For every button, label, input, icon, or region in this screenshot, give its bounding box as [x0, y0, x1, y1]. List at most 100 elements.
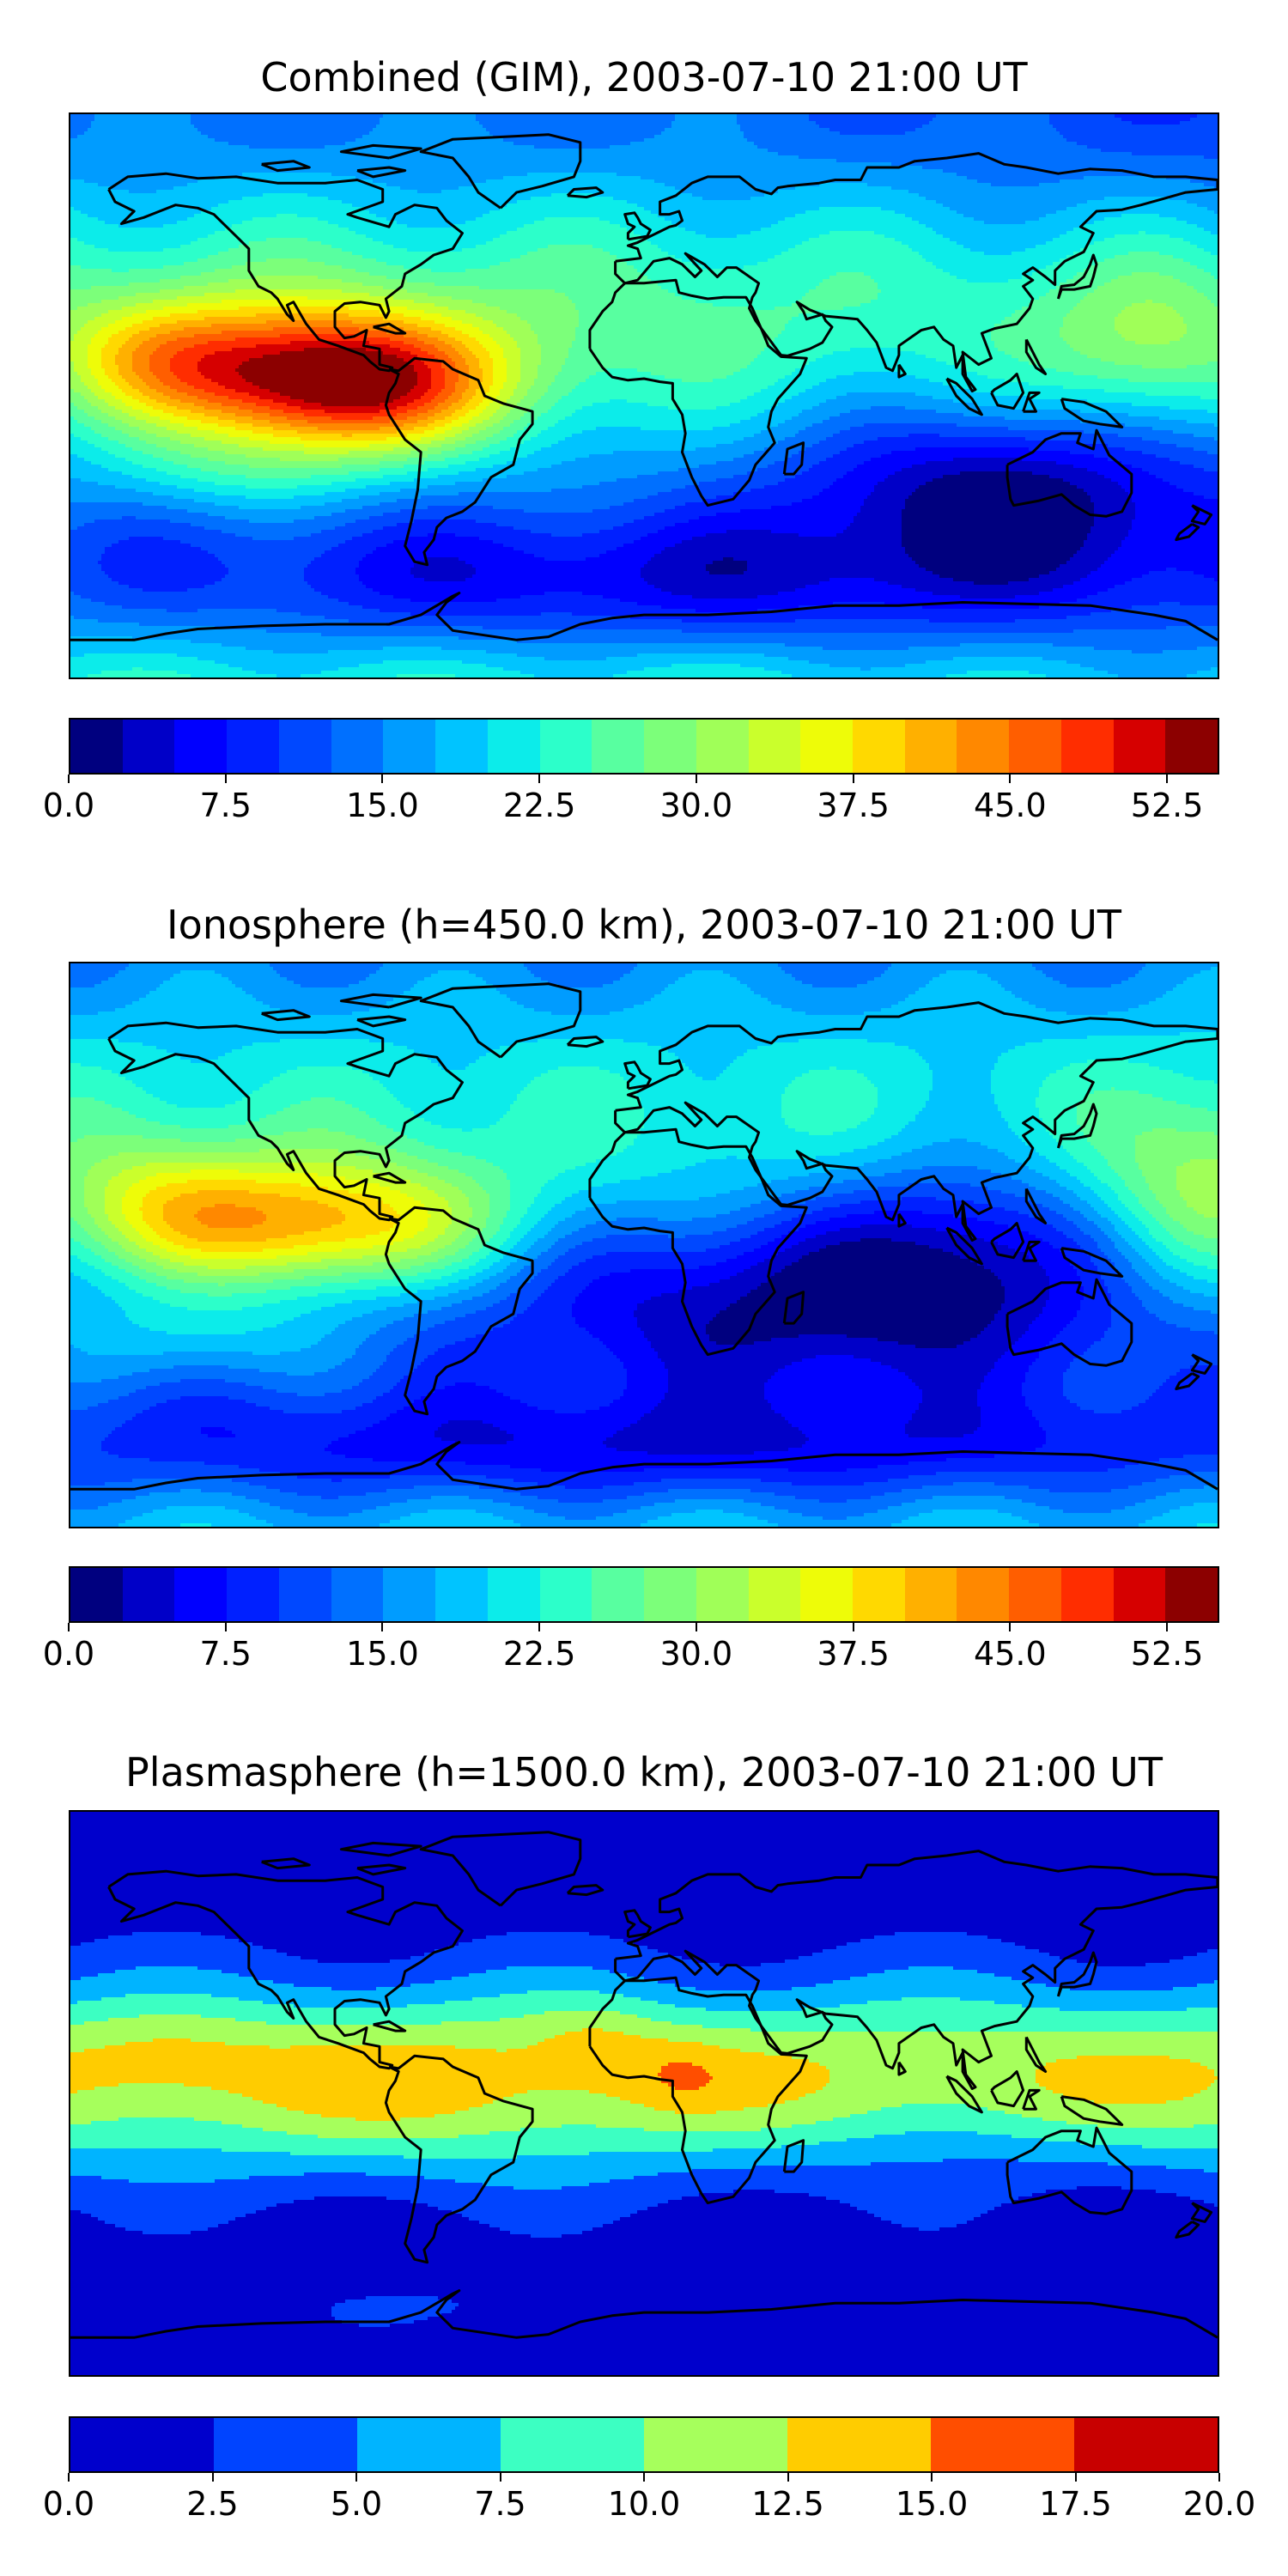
heatmap-cell [730, 403, 779, 407]
heatmap-cell [586, 1163, 696, 1167]
heatmap-cell [294, 495, 360, 500]
colorbar-segment [331, 720, 384, 773]
heatmap-cell [84, 324, 109, 328]
heatmap-cell [143, 1513, 250, 1517]
heatmap-cell [366, 348, 401, 352]
heatmap-cell [589, 375, 665, 380]
heatmap-cell [1070, 1321, 1112, 1325]
heatmap-cell [1128, 1283, 1150, 1287]
heatmap-cell [675, 114, 738, 118]
heatmap-cell [404, 320, 435, 325]
heatmap-cell [912, 1224, 1009, 1229]
heatmap-cell [94, 1266, 119, 1270]
heatmap-cell [380, 310, 425, 314]
heatmap-cell [1005, 1297, 1050, 1301]
heatmap-cell [70, 465, 102, 469]
heatmap-cell [524, 1283, 552, 1287]
heatmap-cell [112, 578, 222, 582]
heatmap-cell [682, 379, 714, 383]
heatmap-cell [115, 355, 133, 359]
heatmap-cell [70, 430, 95, 434]
heatmap-cell [510, 1204, 532, 1208]
heatmap-cell [112, 186, 174, 191]
heatmap-cell [1139, 1252, 1157, 1256]
heatmap-cell [70, 193, 264, 197]
heatmap-cell [88, 344, 106, 349]
heatmap-cell [108, 1218, 126, 1222]
heatmap-cell [70, 595, 82, 599]
heatmap-cell [118, 1073, 281, 1078]
heatmap-cell [829, 664, 906, 668]
heatmap-cell [1204, 183, 1218, 187]
heatmap-cell [304, 399, 394, 404]
heatmap-cell [778, 592, 933, 596]
heatmap-cell [520, 1221, 538, 1225]
heatmap-cell [513, 1317, 576, 1321]
heatmap-cell [98, 1012, 298, 1016]
heatmap-cell [826, 379, 930, 383]
heatmap-cell [977, 1262, 1040, 1267]
heatmap-cell [414, 984, 494, 988]
heatmap-cell [538, 1482, 635, 1486]
heatmap-cell [156, 334, 195, 338]
heatmap-cell [445, 368, 459, 373]
heatmap-cell [143, 465, 188, 469]
heatmap-cell [321, 1228, 391, 1232]
heatmap-cell [627, 1386, 669, 1390]
heatmap-cell [1214, 423, 1218, 428]
heatmap-cell [362, 1070, 549, 1074]
heatmap-cell [225, 1506, 281, 1510]
heatmap-cell [177, 337, 236, 342]
heatmap-cell [325, 1334, 370, 1339]
heatmap-cell [1042, 1427, 1218, 1431]
heatmap-cell [991, 1077, 1047, 1081]
heatmap-cell [424, 392, 439, 397]
heatmap-cell [428, 1187, 459, 1191]
heatmap-cell [864, 502, 906, 507]
heatmap-cell [246, 454, 384, 459]
heatmap-cell [88, 348, 102, 352]
heatmap-cell [1128, 413, 1218, 417]
heatmap-cell [122, 375, 140, 380]
colorbar-segment [592, 1568, 645, 1621]
heatmap-cell [630, 1084, 789, 1088]
heatmap-cell [74, 1238, 95, 1242]
heatmap-cell [462, 406, 477, 410]
heatmap-cell [342, 289, 408, 294]
heatmap-cell [407, 224, 453, 228]
heatmap-cell [369, 272, 641, 276]
heatmap-cell [218, 1283, 226, 1287]
heatmap-cell [730, 1190, 796, 1194]
heatmap-cell [1118, 1214, 1136, 1218]
heatmap-cell [70, 1465, 240, 1469]
heatmap-cell [249, 1190, 349, 1194]
heatmap-cell [1183, 238, 1218, 242]
heatmap-cell [1005, 1207, 1050, 1212]
heatmap-cell [1142, 1300, 1174, 1304]
heatmap-cell [500, 1224, 518, 1229]
heatmap-cell [555, 1242, 583, 1246]
heatmap-cell [902, 1152, 1005, 1157]
heatmap-cell [936, 265, 1047, 270]
coastline [356, 1015, 407, 1028]
heatmap-cell [555, 1224, 586, 1229]
heatmap-cell [692, 193, 765, 197]
heatmap-cell [455, 1441, 507, 1445]
heatmap-cell [1142, 1482, 1218, 1486]
heatmap-cell [70, 1461, 205, 1466]
heatmap-cell [417, 1331, 487, 1335]
heatmap-cell [400, 186, 459, 191]
heatmap-cell [929, 1066, 995, 1071]
heatmap-cell [448, 1224, 470, 1229]
heatmap-cell [538, 1273, 566, 1277]
heatmap-cell [754, 392, 799, 397]
heatmap-cell [1111, 1307, 1146, 1311]
heatmap-cell [1060, 334, 1122, 338]
heatmap-cell [235, 289, 343, 294]
heatmap-cell [1121, 981, 1184, 985]
heatmap-cell [235, 337, 391, 342]
heatmap-cell [891, 963, 1033, 968]
heatmap-cell [400, 1176, 439, 1181]
heatmap-cell [376, 258, 511, 263]
heatmap-cell [706, 568, 748, 572]
